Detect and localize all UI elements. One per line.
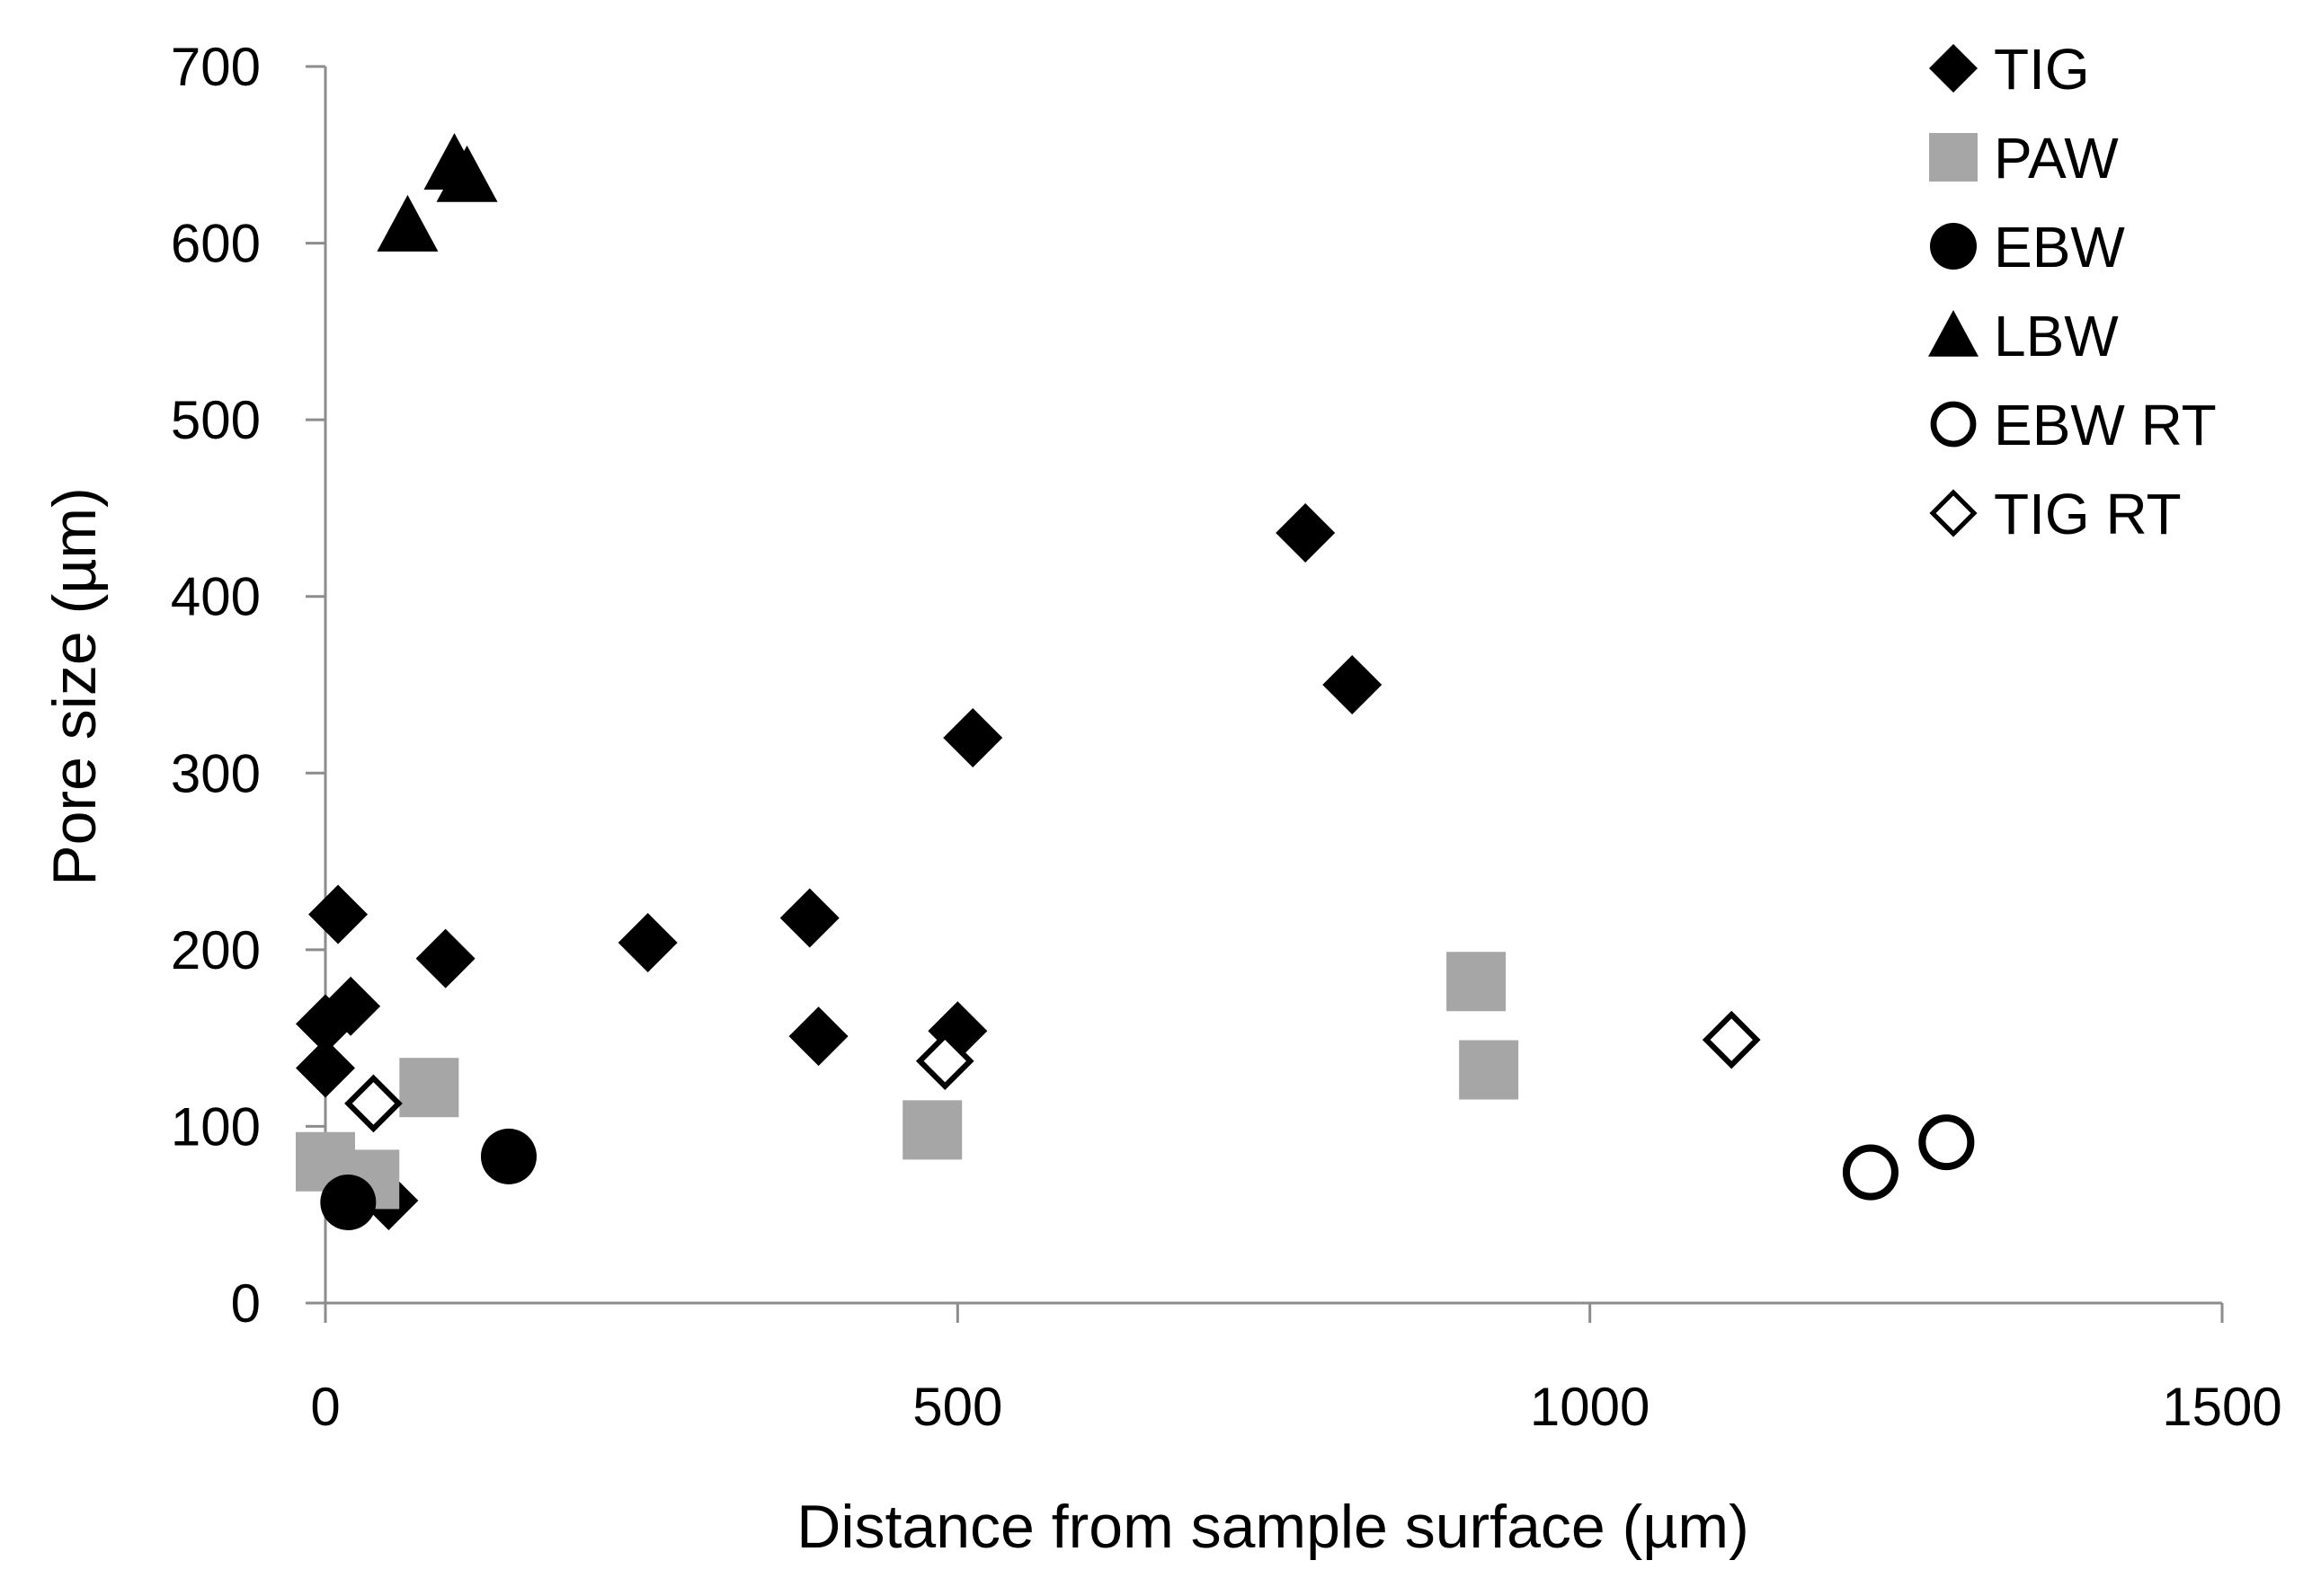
data-point-tig	[308, 884, 369, 944]
data-point-tig	[618, 912, 678, 972]
y-tick-label: 100	[171, 1096, 261, 1157]
y-tick-label: 600	[171, 214, 261, 274]
legend-marker-tig	[1929, 44, 1978, 93]
y-tick-label: 500	[171, 390, 261, 450]
data-point-tig	[1276, 502, 1336, 563]
legend-label-ebw: EBW	[1994, 215, 2125, 279]
data-point-ebw-rt	[1842, 1144, 1899, 1201]
legend-marker-ebw-rt	[1930, 401, 1977, 448]
legend-label-tig: TIG	[1994, 37, 2090, 102]
legend-marker-ebw	[1930, 223, 1977, 270]
x-tick-label: 1500	[2162, 1377, 2281, 1437]
y-tick-label: 700	[171, 37, 261, 97]
data-points	[296, 133, 1975, 1230]
x-tick-label: 1000	[1530, 1377, 1650, 1437]
legend-label-tig-rt: TIG RT	[1994, 482, 2182, 546]
data-point-tig-rt	[344, 1074, 403, 1133]
data-point-tig	[1322, 655, 1383, 714]
y-tick-label: 200	[171, 920, 261, 980]
y-tick-label: 300	[171, 743, 261, 803]
data-point-tig-rt	[915, 1032, 974, 1091]
data-point-tig	[296, 1038, 355, 1098]
y-axis-title: Pore size (µm)	[40, 487, 109, 885]
legend: TIG PAW EBW LBW EBW RT TIG RT	[1928, 37, 2217, 546]
data-point-tig	[779, 888, 840, 948]
data-point-lbw	[436, 145, 498, 202]
data-point-paw	[1459, 1040, 1519, 1100]
x-axis-title: Distance from sample surface (µm)	[796, 1493, 1748, 1561]
data-point-tig	[321, 976, 381, 1036]
legend-label-ebw-rt: EBW RT	[1994, 393, 2217, 457]
data-point-tig	[788, 1006, 849, 1067]
data-point-lbw	[377, 194, 439, 252]
data-point-paw	[399, 1058, 459, 1118]
legend-marker-tig-rt	[1929, 489, 1978, 537]
data-point-tig-rt	[1702, 1010, 1761, 1069]
legend-label-lbw: LBW	[1994, 304, 2119, 368]
tick-labels: 0 100 200 300 400 500 600 700 0 500 1000 1500	[171, 37, 2282, 1437]
y-tick-label: 0	[231, 1273, 261, 1334]
x-tick-label: 0	[310, 1377, 340, 1437]
data-point-paw	[1446, 952, 1507, 1012]
legend-label-paw: PAW	[1994, 126, 2119, 191]
data-point-tig	[943, 707, 1003, 767]
data-point-ebw	[320, 1174, 377, 1230]
x-tick-label: 500	[912, 1377, 1002, 1437]
legend-marker-paw	[1929, 133, 1978, 182]
legend-marker-lbw	[1928, 310, 1979, 357]
data-point-paw	[903, 1100, 963, 1160]
y-tick-label: 400	[171, 567, 261, 627]
data-point-ebw-rt	[1918, 1114, 1975, 1171]
data-point-tig	[415, 928, 476, 989]
data-point-ebw	[480, 1128, 537, 1184]
